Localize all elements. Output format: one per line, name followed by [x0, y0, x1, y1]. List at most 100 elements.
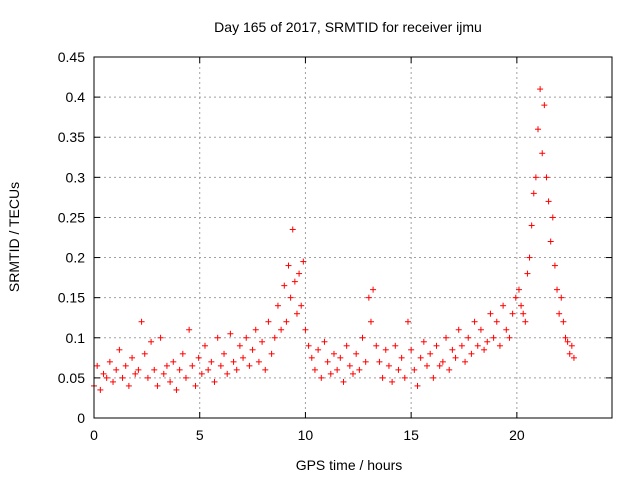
data-point — [350, 370, 356, 377]
data-point — [94, 362, 101, 369]
data-point — [132, 370, 139, 377]
data-point — [392, 342, 399, 349]
data-point — [427, 350, 434, 357]
data-point — [293, 310, 300, 317]
data-point — [439, 358, 446, 365]
scatter-series — [91, 86, 577, 393]
data-point — [125, 382, 132, 389]
data-point — [535, 126, 541, 133]
data-point — [356, 366, 363, 373]
data-point — [443, 334, 450, 341]
data-point — [208, 358, 215, 365]
data-point — [100, 370, 107, 377]
data-point — [543, 174, 550, 181]
data-point — [465, 334, 472, 341]
data-point — [398, 354, 405, 361]
data-point — [311, 366, 318, 373]
data-point — [217, 362, 224, 369]
data-point — [337, 354, 344, 361]
data-point — [195, 354, 202, 361]
data-point — [506, 334, 513, 341]
data-point — [566, 350, 573, 357]
y-tick-label: 0.4 — [66, 89, 86, 105]
data-point — [227, 330, 234, 337]
data-point — [468, 350, 475, 357]
y-tick-label: 0.25 — [58, 209, 85, 225]
data-point — [524, 270, 531, 277]
y-tick-label: 0 — [77, 410, 85, 426]
data-point — [163, 362, 170, 369]
data-point — [343, 342, 350, 349]
data-point — [327, 370, 334, 377]
x-tick-label: 10 — [298, 427, 314, 443]
data-point — [556, 310, 563, 317]
data-point — [424, 362, 430, 369]
data-point — [522, 318, 529, 325]
data-point — [474, 342, 481, 349]
data-point — [411, 366, 418, 373]
data-point — [129, 354, 136, 361]
data-point — [179, 350, 186, 357]
data-point — [122, 362, 129, 369]
data-point — [321, 338, 328, 345]
data-point — [167, 378, 174, 385]
data-point — [551, 262, 558, 269]
data-point — [289, 226, 296, 233]
data-point — [173, 386, 180, 393]
data-point — [116, 346, 123, 353]
data-point — [265, 318, 272, 325]
data-point — [236, 342, 243, 349]
data-point — [503, 326, 510, 333]
data-point — [430, 374, 437, 381]
data-point — [182, 374, 189, 381]
data-point — [462, 358, 469, 365]
data-point — [176, 366, 183, 373]
data-point — [376, 358, 383, 365]
data-point — [385, 362, 392, 369]
data-point — [493, 318, 500, 325]
data-point — [285, 262, 292, 269]
data-point — [496, 342, 503, 349]
y-tick-label: 0.05 — [58, 370, 85, 386]
data-point — [346, 362, 353, 369]
data-point — [420, 338, 427, 345]
data-point — [135, 366, 142, 373]
data-point — [367, 318, 374, 325]
data-point — [97, 386, 104, 393]
data-point — [259, 338, 266, 345]
data-point — [365, 294, 372, 301]
data-point — [414, 382, 421, 389]
data-point — [539, 150, 546, 157]
data-point — [300, 258, 307, 265]
data-point — [541, 102, 548, 109]
data-point — [119, 374, 126, 381]
data-point — [512, 294, 519, 301]
data-point — [246, 362, 253, 369]
plot-frame — [93, 56, 613, 419]
data-point — [318, 374, 325, 381]
data-point — [324, 358, 331, 365]
x-tick-label: 15 — [403, 427, 419, 443]
data-point — [305, 342, 312, 349]
data-point — [433, 342, 440, 349]
data-point — [532, 174, 539, 181]
data-point — [455, 326, 462, 333]
data-point — [138, 318, 145, 325]
data-point — [560, 318, 567, 325]
data-point — [477, 326, 484, 333]
chart-title: Day 165 of 2017, SRMTID for receiver ijm… — [214, 19, 482, 35]
data-point — [262, 366, 269, 373]
data-point — [458, 342, 465, 349]
data-point — [233, 366, 240, 373]
grid — [94, 57, 612, 418]
data-point — [230, 358, 237, 365]
data-point — [157, 334, 164, 341]
data-point — [558, 294, 565, 301]
data-point — [160, 370, 167, 377]
tick-labels: 0 0.05 0.1 0.15 0.2 0.25 0.3 0.35 0.4 0.45 0 5 10 15 2… — [58, 49, 525, 443]
data-point — [274, 302, 281, 309]
data-point — [362, 358, 369, 365]
data-point — [515, 286, 522, 293]
data-point — [370, 286, 377, 293]
